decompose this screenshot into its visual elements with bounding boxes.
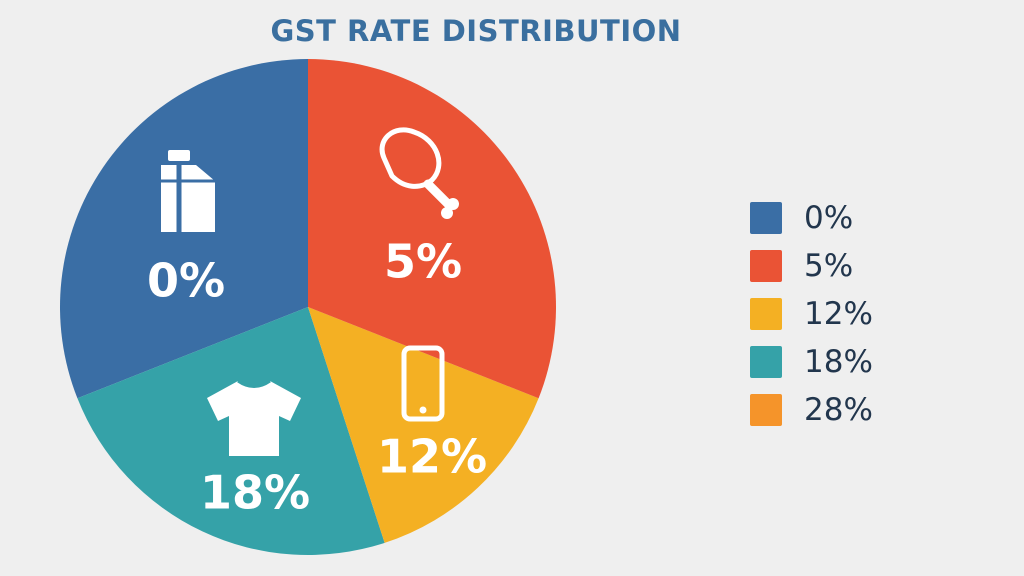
milk-carton-icon — [161, 150, 215, 232]
slice-labels: 0% 18% 12% 5% — [147, 235, 487, 520]
pie-slice-5pct — [308, 59, 557, 399]
legend-swatch — [750, 345, 782, 378]
slice-label-0pct: 0% — [147, 254, 225, 308]
chart-title: GST RATE DISTRIBUTION — [270, 14, 682, 48]
tshirt-icon — [207, 379, 301, 456]
legend-label: 0% — [804, 199, 854, 236]
slice-label-12pct: 12% — [377, 430, 487, 484]
legend-item: 12% — [750, 295, 873, 332]
smartphone-icon — [401, 345, 445, 422]
legend-label: 18% — [804, 343, 873, 380]
pie-slice-12pct — [308, 307, 539, 543]
legend-swatch — [750, 393, 782, 426]
legend-swatch — [750, 297, 782, 330]
legend-swatch — [750, 201, 782, 234]
legend-swatch — [750, 249, 782, 282]
legend-item: 18% — [750, 343, 873, 380]
legend-item: 0% — [750, 199, 873, 236]
legend-item: 5% — [750, 247, 873, 284]
legend-label: 28% — [804, 391, 873, 428]
legend-label: 12% — [804, 295, 873, 332]
legend: 0% 5% 12% 18% 28% — [750, 199, 873, 441]
chicken-leg-icon — [379, 127, 459, 219]
slice-label-18pct: 18% — [200, 466, 310, 520]
legend-item: 28% — [750, 391, 873, 428]
slice-label-5pct: 5% — [384, 235, 462, 289]
legend-label: 5% — [804, 247, 854, 284]
